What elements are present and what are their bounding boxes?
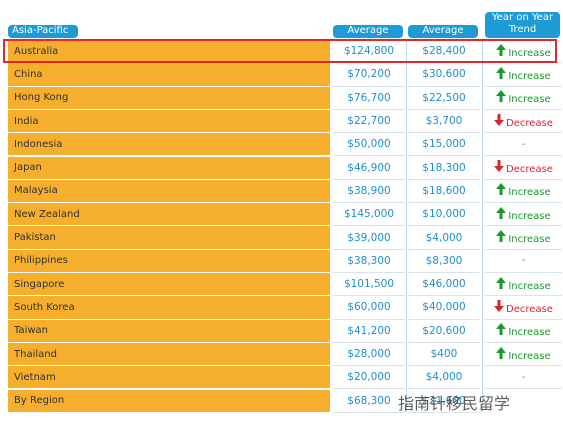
salary-cell: $50,000 xyxy=(333,133,405,157)
trend-label: - xyxy=(521,371,526,383)
trend-label: Increase xyxy=(508,210,551,222)
trend-label: Increase xyxy=(508,187,551,199)
salary-cell: $38,300 xyxy=(333,250,405,273)
salary-cell: $41,200 xyxy=(333,320,405,343)
trend-cell: Increase xyxy=(485,343,562,367)
bonus-cell: $40,000 xyxy=(408,296,480,320)
trend-cell: Increase xyxy=(485,87,562,110)
trend-label: Decrease xyxy=(506,303,553,315)
country-cell: Philippines xyxy=(8,249,330,273)
bonus-cell: $15,000 xyxy=(408,133,480,157)
highlight-box xyxy=(3,39,557,63)
bonus-cell: $8,300 xyxy=(408,250,480,273)
country-cell: South Korea xyxy=(8,296,330,320)
country-cell: India xyxy=(8,109,330,134)
up-arrow xyxy=(496,346,507,359)
salary-cell: $28,000 xyxy=(333,343,405,367)
trend-cell: Increase xyxy=(485,273,562,297)
salary-cell: $39,000 xyxy=(333,226,405,250)
trend-label: Increase xyxy=(508,327,551,339)
up-arrow xyxy=(496,183,507,196)
trend-cell: Increase xyxy=(485,203,562,227)
country-cell: Pakistan xyxy=(8,226,330,250)
country-cell: Taiwan xyxy=(8,319,330,343)
trend-cell: Decrease xyxy=(485,157,562,180)
salary-cell: $68,300 xyxy=(333,390,405,413)
trend-label: Increase xyxy=(508,47,551,59)
up-arrow xyxy=(496,230,507,243)
trend-cell: Increase xyxy=(485,226,562,250)
country-cell: New Zealand xyxy=(8,203,330,227)
bonus-cell: $4,000 xyxy=(408,366,480,390)
column-header: Average Salary xyxy=(333,25,403,48)
trend-label: Decrease xyxy=(506,117,553,129)
trend-label: Increase xyxy=(508,234,551,246)
salary-cell: $22,700 xyxy=(333,110,405,134)
country-cell: Singapore xyxy=(8,273,330,297)
bonus-cell: $30,600 xyxy=(408,63,480,87)
trend-label: Increase xyxy=(508,280,551,292)
down-arrow xyxy=(494,113,505,126)
trend-label: - xyxy=(521,255,526,267)
trend-label: Decrease xyxy=(506,164,553,176)
country-cell: China xyxy=(8,63,330,87)
down-arrow xyxy=(494,299,505,312)
down-arrow xyxy=(494,160,505,173)
trend-cell: - xyxy=(485,250,562,273)
bonus-cell: $400 xyxy=(408,343,480,367)
bonus-cell: $18,300 xyxy=(408,157,480,180)
country-cell: Hong Kong xyxy=(8,86,330,110)
salary-cell: $76,700 xyxy=(333,87,405,110)
bonus-cell: $10,000 xyxy=(408,203,480,227)
trend-cell: Decrease xyxy=(485,296,562,320)
bonus-cell: $46,000 xyxy=(408,273,480,297)
trend-cell: Increase xyxy=(485,63,562,87)
salary-cell: $60,000 xyxy=(333,296,405,320)
salary-cell: $20,000 xyxy=(333,366,405,390)
bonus-cell: $4,000 xyxy=(408,226,480,250)
up-arrow xyxy=(496,323,507,336)
salary-cell: $38,900 xyxy=(333,180,405,204)
up-arrow xyxy=(496,43,507,56)
country-cell: By Region xyxy=(8,389,330,413)
column-header: Year on Year Trend xyxy=(485,12,560,38)
bonus-cell: $20,600 xyxy=(408,320,480,343)
trend-cell: Increase xyxy=(485,320,562,343)
bonus-cell: $22,500 xyxy=(408,87,480,110)
column-header: Asia-Pacific xyxy=(8,25,78,38)
bonus-cell: $3,700 xyxy=(408,110,480,134)
up-arrow xyxy=(496,90,507,103)
trend-cell: Decrease xyxy=(485,110,562,134)
bonus-cell: $21,600 xyxy=(408,390,480,413)
up-arrow xyxy=(496,206,507,219)
column-header: Average Bonus xyxy=(408,25,478,48)
salary-cell: $145,000 xyxy=(333,203,405,227)
up-arrow xyxy=(496,66,507,79)
trend-label: - xyxy=(521,138,526,150)
trend-cell: Increase xyxy=(485,180,562,204)
trend-cell: - xyxy=(485,366,562,390)
salary-cell: $70,200 xyxy=(333,63,405,87)
country-cell: Malaysia xyxy=(8,179,330,204)
bonus-cell: $18,600 xyxy=(408,180,480,204)
country-cell: Vietnam xyxy=(8,366,330,390)
column-divider xyxy=(406,40,407,412)
country-cell: Thailand xyxy=(8,342,330,367)
country-cell: Indonesia xyxy=(8,133,330,157)
trend-label: Increase xyxy=(508,70,551,82)
trend-label: Increase xyxy=(508,350,551,362)
trend-cell: - xyxy=(485,133,562,157)
salary-cell: $101,500 xyxy=(333,273,405,297)
salary-cell: $46,900 xyxy=(333,157,405,180)
country-cell: Japan xyxy=(8,156,330,180)
up-arrow xyxy=(496,276,507,289)
column-divider xyxy=(482,40,483,412)
watermark: 指南针移民留学 xyxy=(398,394,511,413)
trend-label: Increase xyxy=(508,94,551,106)
